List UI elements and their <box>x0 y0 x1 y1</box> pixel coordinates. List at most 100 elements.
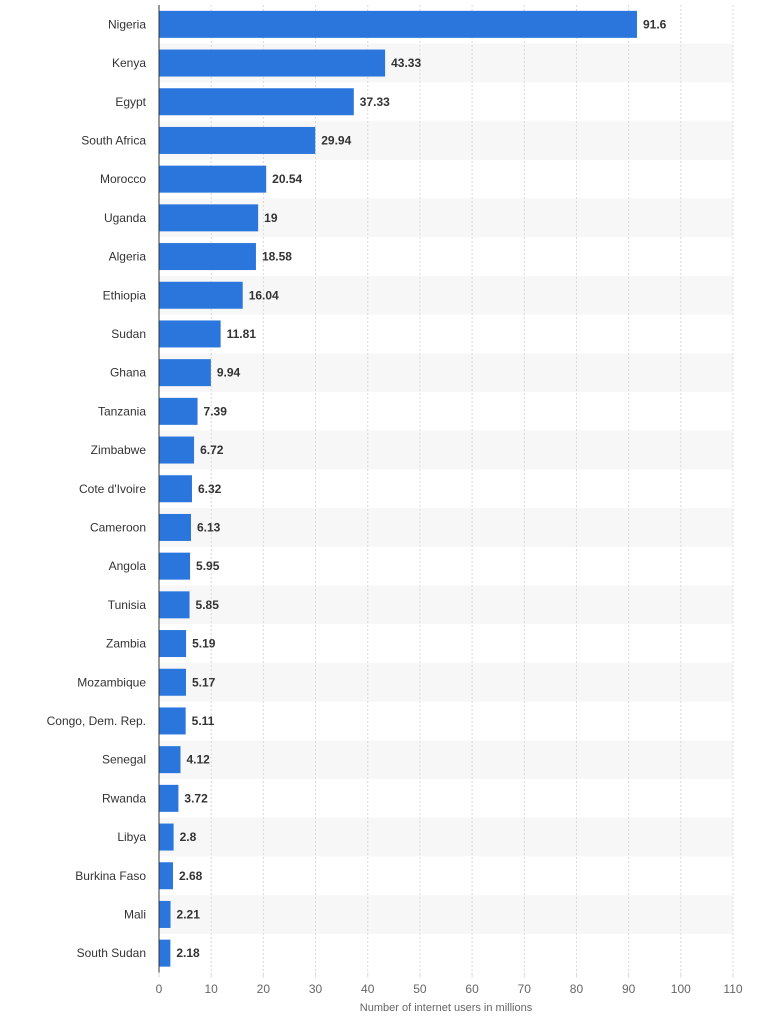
category-label: Burkina Faso <box>75 869 146 883</box>
bar-kenya <box>159 49 386 77</box>
bar-morocco <box>159 165 267 193</box>
bars <box>159 10 637 967</box>
data-label: 6.32 <box>198 482 222 496</box>
category-label: Mali <box>124 907 146 921</box>
bar-cameroon <box>159 513 191 541</box>
category-label: Kenya <box>112 56 146 70</box>
data-label: 11.81 <box>227 327 257 341</box>
data-label: 43.33 <box>391 56 421 70</box>
category-label: Congo, Dem. Rep. <box>47 714 146 728</box>
row-band <box>159 430 733 470</box>
category-label: Tanzania <box>98 404 146 418</box>
row-band <box>159 740 733 779</box>
x-tick-label: 70 <box>518 982 532 996</box>
data-label: 7.39 <box>204 404 228 418</box>
category-label: South Africa <box>81 133 146 147</box>
x-tick-label: 80 <box>570 982 584 996</box>
bar-cote-d-ivoire <box>159 475 192 503</box>
data-label: 5.17 <box>192 675 216 689</box>
row-band <box>159 895 733 934</box>
value-labels: 91.6 43.33 37.33 29.94 20.54 19 18.58 16.04 11.8… <box>176 17 666 960</box>
bar-mozambique <box>159 668 186 696</box>
data-label: 2.8 <box>180 830 197 844</box>
bar-egypt <box>159 88 354 116</box>
data-label: 2.21 <box>177 907 201 921</box>
bar-ethiopia <box>159 281 243 309</box>
data-label: 20.54 <box>272 172 302 186</box>
data-label: 9.94 <box>217 366 241 380</box>
category-label: Ghana <box>110 366 146 380</box>
x-tick-label: 100 <box>671 982 691 996</box>
axes: 0 10 20 30 40 50 60 70 80 90 100 110 <box>156 5 743 996</box>
category-label: Ethiopia <box>103 288 147 302</box>
bar-angola <box>159 552 191 580</box>
category-label: Uganda <box>104 211 146 225</box>
data-label: 5.19 <box>192 637 216 651</box>
data-label: 91.6 <box>643 17 667 31</box>
x-tick-label: 10 <box>205 982 219 996</box>
bar-algeria <box>159 243 256 271</box>
x-tick-label: 40 <box>361 982 375 996</box>
category-label: Zambia <box>106 637 146 651</box>
bar-south-africa <box>159 126 316 154</box>
category-label: Sudan <box>111 327 146 341</box>
category-label: Mozambique <box>77 675 146 689</box>
x-tick-label: 90 <box>622 982 636 996</box>
bar-mali <box>159 900 171 928</box>
category-label: Tunisia <box>108 598 147 612</box>
x-tick-label: 110 <box>723 982 742 996</box>
data-label: 16.04 <box>249 288 279 302</box>
row-band <box>159 662 733 702</box>
row-band <box>159 353 733 392</box>
bar-libya <box>159 823 174 851</box>
data-label: 6.72 <box>200 443 224 457</box>
category-label: Zimbabwe <box>91 443 147 457</box>
bar-senegal <box>159 746 181 774</box>
row-band <box>159 275 733 315</box>
x-tick-label: 30 <box>309 982 323 996</box>
category-label: Nigeria <box>108 17 146 31</box>
bar-nigeria <box>159 10 637 38</box>
category-label: Egypt <box>115 95 146 109</box>
data-label: 5.85 <box>196 598 220 612</box>
category-label: Cote d'Ivoire <box>79 482 146 496</box>
category-label: South Sudan <box>77 946 146 960</box>
data-label: 29.94 <box>321 133 351 147</box>
data-label: 5.95 <box>196 559 220 573</box>
x-tick-label: 50 <box>413 982 427 996</box>
data-label: 5.11 <box>192 714 215 728</box>
data-label: 37.33 <box>360 95 390 109</box>
row-bands <box>159 43 733 934</box>
x-tick-label: 0 <box>156 982 163 996</box>
data-label: 6.13 <box>197 520 221 534</box>
bar-congo-dem-rep <box>159 707 186 735</box>
data-label: 2.68 <box>179 869 203 883</box>
bar-tanzania <box>159 397 198 425</box>
bar-zimbabwe <box>159 436 195 464</box>
data-label: 2.18 <box>176 946 200 960</box>
data-label: 3.72 <box>184 791 208 805</box>
row-band <box>159 585 733 625</box>
bar-uganda <box>159 204 259 232</box>
bar-burkina-faso <box>159 862 173 890</box>
category-label: Angola <box>109 559 147 573</box>
category-label: Senegal <box>102 753 146 767</box>
category-label: Cameroon <box>90 520 146 534</box>
category-label: Libya <box>117 830 146 844</box>
category-label: Rwanda <box>102 791 146 805</box>
row-band <box>159 508 733 547</box>
bar-zambia <box>159 630 187 658</box>
category-labels: Nigeria Kenya Egypt South Africa Morocco Ugan… <box>47 17 147 960</box>
bar-tunisia <box>159 591 190 619</box>
x-axis-title: Number of internet users in millions <box>360 1002 533 1014</box>
data-label: 18.58 <box>262 250 292 264</box>
row-band <box>159 817 733 857</box>
bar-south-sudan <box>159 939 171 967</box>
data-label: 4.12 <box>186 753 210 767</box>
category-label: Algeria <box>109 250 147 264</box>
data-label: 19 <box>264 211 278 225</box>
x-tick-label: 20 <box>257 982 271 996</box>
bar-rwanda <box>159 784 179 812</box>
bar-sudan <box>159 320 221 348</box>
